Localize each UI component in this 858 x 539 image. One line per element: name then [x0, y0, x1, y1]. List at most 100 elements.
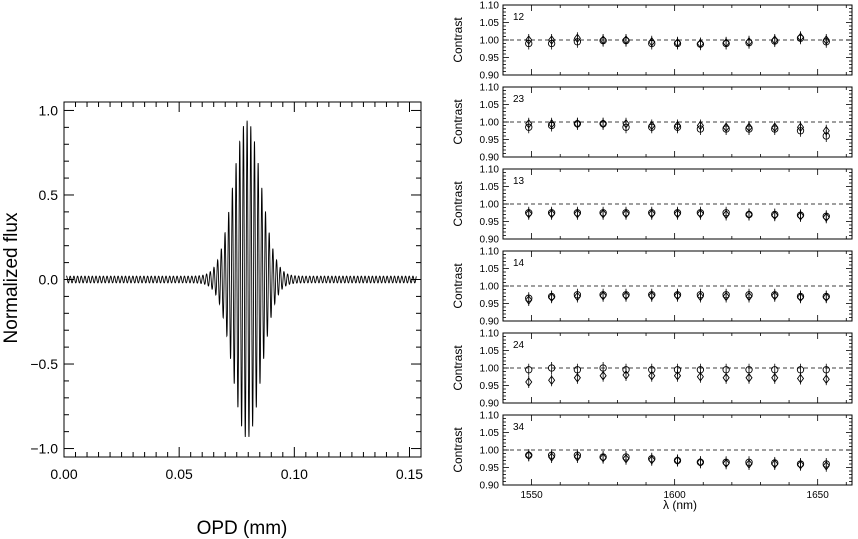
- data-point-diamond: [525, 450, 533, 460]
- data-point-diamond: [745, 459, 753, 469]
- fringe-y-tick-label: −0.5: [30, 356, 58, 372]
- contrast-y-tick-label: 0.90: [480, 481, 500, 492]
- contrast-xlabel: λ (nm): [663, 498, 697, 512]
- data-point-diamond: [599, 35, 607, 45]
- fringe-y-tick-label: −1.0: [30, 441, 58, 457]
- contrast-y-tick-label: 1.10: [480, 83, 500, 94]
- contrast-y-tick-label: 1.05: [480, 346, 500, 357]
- data-point-circle: [822, 366, 830, 374]
- data-point-diamond: [696, 120, 704, 131]
- panel-label: 13: [513, 176, 525, 187]
- contrast-y-tick-label: 1.10: [480, 1, 500, 12]
- contrast-y-tick-label: 0.95: [480, 381, 500, 392]
- contrast-y-tick-label: 1.00: [480, 36, 500, 47]
- data-point-diamond: [573, 452, 581, 462]
- data-point-diamond: [745, 37, 753, 47]
- contrast-y-tick-label: 0.90: [480, 71, 500, 82]
- data-point-diamond: [525, 35, 533, 45]
- data-point-diamond: [573, 119, 581, 129]
- data-point-diamond: [771, 291, 779, 301]
- data-point-diamond: [696, 291, 704, 302]
- contrast-y-tick-label: 1.00: [480, 200, 500, 211]
- data-point-diamond: [599, 119, 607, 129]
- data-point-diamond: [771, 373, 779, 383]
- data-point-diamond: [745, 373, 753, 383]
- contrast-panel-12: 0.90 0.95 1.00 1.05 1.10 Contrast 12: [451, 1, 853, 82]
- data-point-diamond: [599, 370, 607, 381]
- contrast-y-tick-label: 0.95: [480, 217, 500, 228]
- data-point-diamond: [771, 35, 779, 45]
- data-point-diamond: [622, 291, 630, 301]
- data-point-diamond: [673, 370, 682, 381]
- data-point-diamond: [696, 38, 704, 49]
- data-point-diamond: [745, 291, 753, 302]
- contrast-y-tick-label: 1.10: [480, 329, 500, 340]
- data-point-circle: [547, 364, 556, 372]
- data-point-diamond: [573, 209, 581, 219]
- contrast-y-tick-label: 0.90: [480, 317, 500, 328]
- data-point-diamond: [796, 459, 805, 470]
- contrast-y-tick-label: 0.95: [480, 463, 500, 474]
- data-point-diamond: [525, 377, 533, 387]
- data-point-diamond: [722, 373, 730, 383]
- contrast-panel-13: 0.90 0.95 1.00 1.05 1.10 Contrast 13: [451, 165, 853, 246]
- panel-label: 34: [513, 422, 525, 433]
- contrast-y-tick-label: 0.90: [480, 153, 500, 164]
- data-point-diamond: [548, 35, 556, 45]
- contrast-panel-34: 0.90 0.95 1.00 1.05 1.10 Contrast 34: [451, 411, 853, 492]
- data-point-diamond: [745, 122, 753, 132]
- contrast-y-tick-label: 1.05: [480, 264, 500, 275]
- contrast-x-tick-label: 1650: [807, 490, 830, 501]
- panel-label: 14: [513, 258, 525, 269]
- contrast-ylabel: Contrast: [451, 99, 465, 145]
- data-point-diamond: [796, 32, 805, 42]
- fringe-x-tick-label: 0.00: [50, 466, 77, 482]
- data-point-diamond: [822, 126, 830, 136]
- data-point-diamond: [622, 119, 630, 129]
- data-point-diamond: [548, 452, 556, 462]
- data-point-diamond: [573, 33, 581, 43]
- fringe-plot: 0.00 0.05 0.10 0.15 −1.0 −0.5 0.0 0.5 1.0: [30, 101, 423, 482]
- contrast-y-tick-label: 1.05: [480, 182, 500, 193]
- data-point-diamond: [622, 454, 630, 464]
- data-point-diamond: [796, 292, 805, 302]
- contrast-y-tick-label: 1.10: [480, 411, 500, 422]
- data-point-diamond: [525, 209, 533, 219]
- data-point-diamond: [525, 119, 533, 129]
- data-point-diamond: [745, 209, 753, 220]
- contrast-panel-14: 0.90 0.95 1.00 1.05 1.10 Contrast 14: [451, 247, 853, 328]
- data-point-diamond: [722, 291, 730, 302]
- data-point-diamond: [822, 374, 830, 384]
- data-point-diamond: [722, 209, 730, 220]
- fringe-x-tick-label: 0.05: [166, 466, 193, 482]
- data-point-diamond: [648, 291, 656, 301]
- data-point-diamond: [722, 38, 730, 48]
- fringe-x-tick-label: 0.10: [281, 466, 308, 482]
- contrast-y-tick-label: 0.90: [480, 399, 500, 410]
- data-point-diamond: [696, 209, 704, 219]
- data-point-diamond: [673, 455, 682, 466]
- data-point-diamond: [573, 291, 581, 302]
- panel-label: 12: [513, 12, 525, 23]
- data-point-diamond: [822, 212, 830, 223]
- data-point-diamond: [722, 122, 730, 132]
- contrast-panel-24: 0.90 0.95 1.00 1.05 1.10 Contrast 24: [451, 329, 853, 410]
- fringe-y-tick-label: 1.0: [39, 102, 59, 118]
- panel-label: 23: [513, 94, 525, 105]
- data-point-diamond: [796, 211, 805, 221]
- data-point-diamond: [696, 372, 704, 382]
- data-point-diamond: [648, 209, 656, 219]
- data-point-diamond: [648, 370, 656, 381]
- fringe-y-tick-label: 0.5: [39, 187, 59, 203]
- contrast-ylabel: Contrast: [451, 17, 465, 63]
- contrast-x-tick-label: 1550: [520, 490, 543, 501]
- contrast-y-tick-label: 0.95: [480, 299, 500, 310]
- contrast-y-tick-label: 1.00: [480, 282, 500, 293]
- fringe-x-tick-label: 0.15: [396, 466, 423, 482]
- fringe-y-tick-label: 0.0: [39, 272, 59, 288]
- data-point-circle: [525, 366, 533, 374]
- data-point-diamond: [548, 119, 556, 129]
- contrast-y-tick-label: 1.05: [480, 18, 500, 29]
- fringe-ylabel: Normalized flux: [1, 212, 22, 343]
